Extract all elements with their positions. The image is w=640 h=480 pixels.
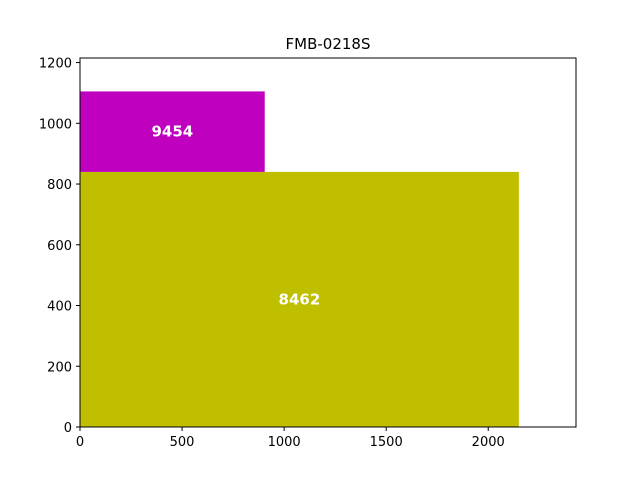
treemap-rect-1 — [80, 91, 265, 172]
y-tick-label-1: 200 — [47, 360, 72, 375]
treemap-rect-label-0: 8462 — [279, 290, 321, 308]
x-axis: 0 500 1000 1500 2000 — [76, 427, 505, 450]
x-tick-label-1: 500 — [170, 435, 195, 450]
plot-area: 8462 9454 — [79, 57, 577, 428]
treemap-rect-0 — [80, 171, 519, 427]
plot-frame — [79, 57, 577, 428]
y-tick-label-0: 0 — [64, 421, 72, 436]
y-tick-label-5: 1000 — [39, 117, 72, 132]
y-tick-label-3: 600 — [47, 239, 72, 254]
y-tick-label-2: 400 — [47, 300, 72, 315]
chart-title: FMB-0218S — [286, 35, 371, 53]
y-axis: 0 200 400 600 800 1000 1200 — [39, 57, 80, 436]
x-tick-label-0: 0 — [76, 435, 84, 450]
x-tick-label-2: 1000 — [268, 435, 301, 450]
x-tick-label-3: 1500 — [370, 435, 403, 450]
x-tick-label-4: 2000 — [472, 435, 505, 450]
y-tick-label-6: 1200 — [39, 57, 72, 72]
treemap-rect-label-1: 9454 — [151, 123, 193, 141]
y-tick-label-4: 800 — [47, 178, 72, 193]
